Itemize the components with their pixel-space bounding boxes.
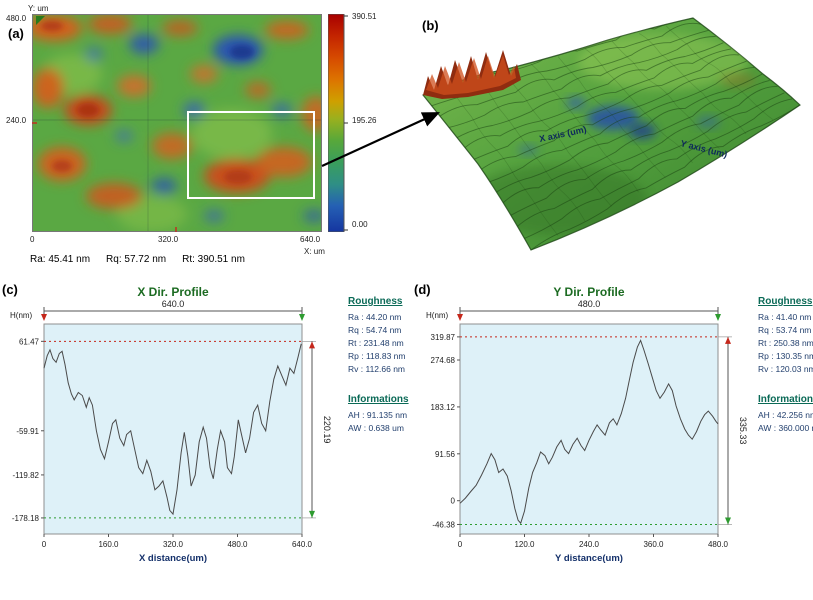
dimension-arrow-left xyxy=(457,314,463,321)
colorbar xyxy=(328,14,348,232)
y-axis-label: H(nm) xyxy=(426,311,449,320)
colorbar-mid-label: 195.26 xyxy=(352,116,377,125)
roughness-panel-c: Roughness Ra : 44.20 nm Rq : 54.74 nm Rt :… xyxy=(348,296,410,435)
text-item: Rq : 54.74 nm xyxy=(348,325,402,335)
text-item: Rq : 53.74 nm xyxy=(758,325,812,335)
x-axis-title-a: X: um xyxy=(304,247,325,256)
y-tick-label: 0 xyxy=(451,497,456,506)
colorbar-max-label: 390.51 xyxy=(352,12,377,21)
y-tick-label: 274.68 xyxy=(431,356,456,365)
text-item: Rt : 250.38 nm xyxy=(758,338,813,348)
y-tick-480: 480.0 xyxy=(6,14,27,23)
roughness-heading: Roughness xyxy=(758,296,813,307)
span-label: 640.0 xyxy=(162,299,185,309)
panel-label-b: (b) xyxy=(422,18,439,33)
roughness-values: Ra : 44.20 nm Rq : 54.74 nm Rt : 231.48 nm… xyxy=(348,311,410,376)
y-tick-label: -178.18 xyxy=(12,514,40,523)
text-item: Rt : 231.48 nm xyxy=(348,338,404,348)
panel-a-2d-map: Y: um 480.0 (a) 240.0 xyxy=(6,4,406,276)
text-item: AW : 360.000 nm xyxy=(758,423,813,433)
surface-3d-render: X axis (um) Y axis (um) xyxy=(422,17,801,251)
range-label: 335.33 xyxy=(738,417,748,445)
x-tick-320: 320.0 xyxy=(158,235,179,244)
y-tick-label: 91.56 xyxy=(435,450,456,459)
chart-title: X Dir. Profile xyxy=(137,285,209,299)
y-axis-title-a: Y: um xyxy=(28,4,49,13)
plot-area xyxy=(43,323,303,535)
panel-label-d: (d) xyxy=(414,282,431,297)
y-axis-label: H(nm) xyxy=(10,311,33,320)
x-tick-640: 640.0 xyxy=(300,235,321,244)
panel-b-3d-surface: (b) xyxy=(408,0,813,272)
plot-area xyxy=(459,323,719,535)
surface-2d-color-map xyxy=(32,14,322,232)
x-axis-label: X distance(um) xyxy=(139,553,207,564)
dimension-arrow-left xyxy=(41,314,47,321)
x-tick-label: 640.0 xyxy=(292,540,313,549)
y-tick-label: -119.82 xyxy=(12,471,39,480)
text-item: Rv : 120.03 nm xyxy=(758,364,813,374)
panel-label-c: (c) xyxy=(2,282,18,297)
y-tick-240: 240.0 xyxy=(6,116,27,125)
y-tick-label: -46.38 xyxy=(432,520,455,529)
text-item: AH : 91.135 nm xyxy=(348,410,408,420)
informations-heading: Informations xyxy=(348,394,409,405)
roughness-stats-a: Ra: 45.41 nm Rq: 57.72 nm Rt: 390.51 nm xyxy=(30,254,261,265)
x-axis-label: Y distance(um) xyxy=(555,553,623,564)
y-tick-label: 319.87 xyxy=(431,333,456,342)
span-label: 480.0 xyxy=(578,299,601,309)
y-tick-label: 61.47 xyxy=(19,337,40,346)
text-item: Ra : 41.40 nm xyxy=(758,312,812,322)
x-tick-label: 0 xyxy=(42,540,47,549)
dimension-arrow-right xyxy=(715,314,721,321)
x-tick-label: 240.0 xyxy=(579,540,600,549)
text-item: Rp : 118.83 nm xyxy=(348,351,406,361)
text-item: Rp : 130.35 nm xyxy=(758,351,813,361)
text-item: AW : 0.638 um xyxy=(348,423,404,433)
colorbar-min-label: 0.00 xyxy=(352,220,368,229)
y-profile-chart: Y Dir. Profile H(nm) 480.0 319.87 274.68 183.… xyxy=(426,285,748,564)
profile-line xyxy=(43,343,302,516)
informations-heading: Informations xyxy=(758,394,813,405)
selection-rectangle xyxy=(187,111,315,199)
x-tick-label: 0 xyxy=(458,540,463,549)
x-tick-label: 480.0 xyxy=(227,540,248,549)
text-item: Rv : 112.66 nm xyxy=(348,364,406,374)
chart-title: Y Dir. Profile xyxy=(553,285,624,299)
informations-values: AH : 91.135 nm AW : 0.638 um xyxy=(348,409,410,435)
x-tick-label: 360.0 xyxy=(643,540,664,549)
surface-mesh-lines xyxy=(423,18,800,250)
x-tick-0: 0 xyxy=(30,235,35,244)
x-profile-chart: X Dir. Profile H(nm) 640.0 61.47 -59.91 -119.… xyxy=(10,285,332,564)
color-map-hotspots xyxy=(41,21,254,184)
x-tick-label: 320.0 xyxy=(163,540,184,549)
corner-marker xyxy=(36,16,45,25)
text-item: Ra: 45.41 nm xyxy=(30,254,91,265)
panel-label-a: (a) xyxy=(8,26,24,41)
y-tick-label: 183.12 xyxy=(431,403,456,412)
x-tick-label: 120.0 xyxy=(514,540,535,549)
surface-3d-texture xyxy=(423,18,800,250)
roughness-panel-d: Roughness Ra : 41.40 nm Rq : 53.74 nm Rt :… xyxy=(758,296,813,435)
x-tick-label: 480.0 xyxy=(708,540,729,549)
roughness-values: Ra : 41.40 nm Rq : 53.74 nm Rt : 250.38 nm… xyxy=(758,311,813,376)
y-tick-label: -59.91 xyxy=(16,427,39,436)
text-item: Rq: 57.72 nm xyxy=(106,254,167,265)
text-item: Ra : 44.20 nm xyxy=(348,312,402,322)
text-item: AH : 42.256 nm xyxy=(758,410,813,420)
x-tick-label: 160.0 xyxy=(98,540,119,549)
range-label: 220.19 xyxy=(322,416,332,444)
profile-line xyxy=(459,339,719,525)
informations-values: AH : 42.256 nm AW : 360.000 nm xyxy=(758,409,813,435)
roughness-heading: Roughness xyxy=(348,296,403,307)
text-item: Rt: 390.51 nm xyxy=(182,254,245,265)
dimension-arrow-right xyxy=(299,314,305,321)
